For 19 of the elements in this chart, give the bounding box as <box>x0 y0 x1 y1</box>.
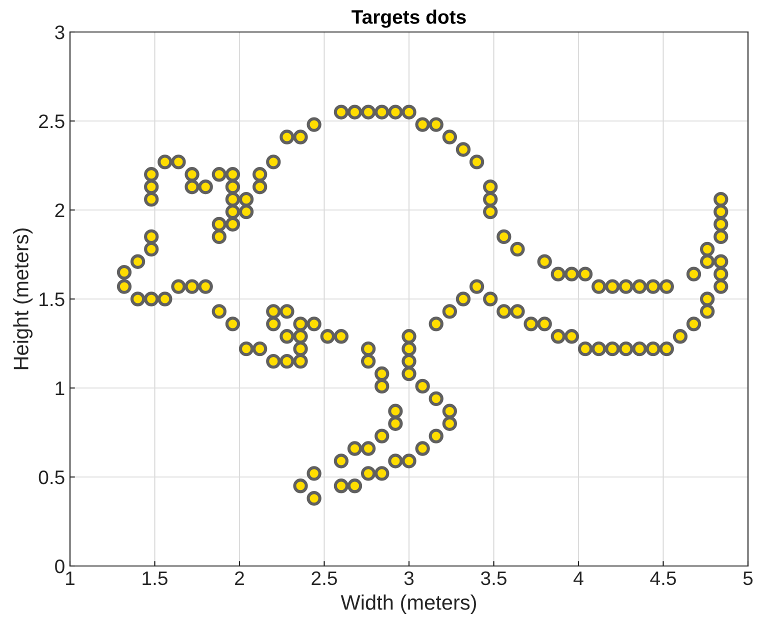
y-tick-label: 0 <box>55 559 64 574</box>
y-tick-label: 0.5 <box>38 470 64 484</box>
x-tick-label: 1.5 <box>142 572 168 586</box>
chart-title: Targets dots <box>352 10 466 28</box>
y-tick-label: 1.5 <box>40 292 64 306</box>
x-tick-label: 2 <box>235 571 244 585</box>
x-tick-label: 4.5 <box>650 572 676 586</box>
y-tick-label: 2.5 <box>39 114 64 128</box>
x-tick-label: 5 <box>743 572 753 586</box>
y-tick-label: 3 <box>55 25 64 40</box>
x-tick-label: 2.5 <box>312 571 337 586</box>
x-tick-label: 3 <box>404 571 414 586</box>
x-tick-label: 3.5 <box>480 571 506 586</box>
y-axis-title: Height (meters) <box>13 228 33 370</box>
y-tick-label: 1 <box>56 382 64 396</box>
x-axis-title: Width (meters) <box>340 594 476 614</box>
x-tick-label: 1 <box>66 572 74 585</box>
y-tick-label: 2 <box>55 203 64 218</box>
x-tick-label: 4 <box>574 572 584 585</box>
